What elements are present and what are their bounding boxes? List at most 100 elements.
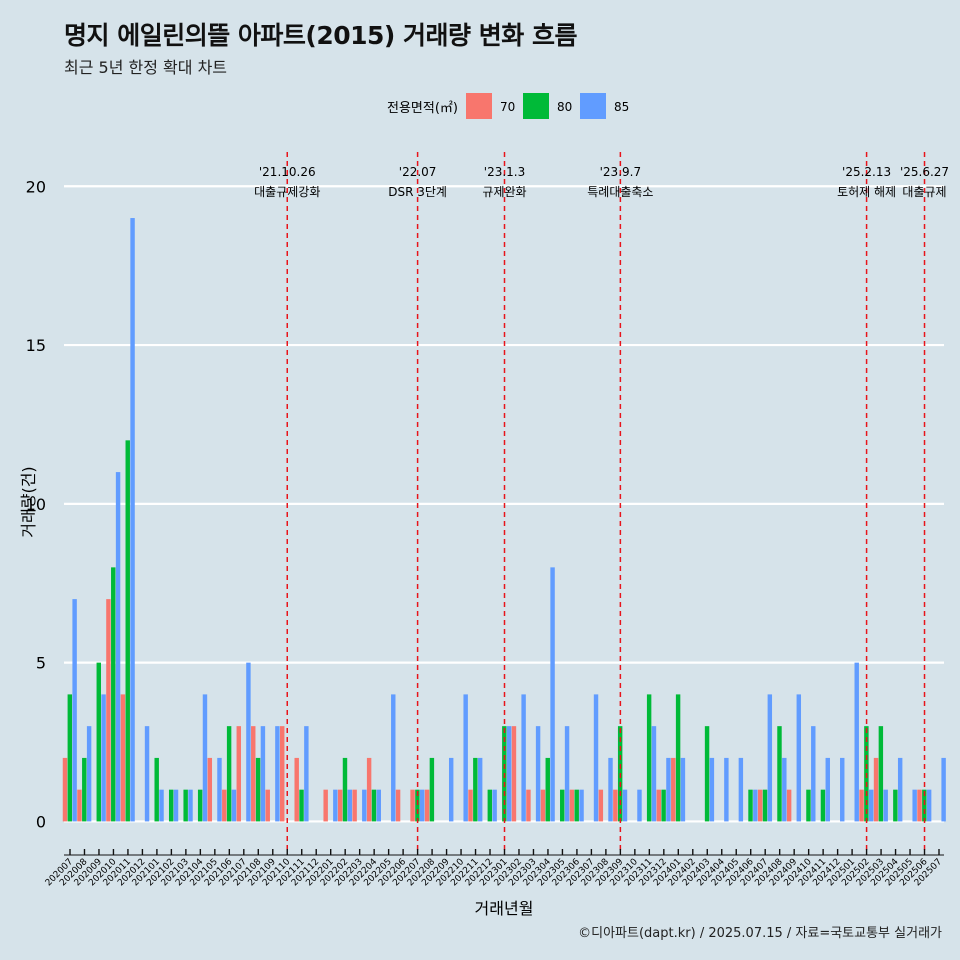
bar-70-202503 [873,757,879,822]
bar-80-202408 [777,726,782,822]
bar-70-202008 [77,789,82,822]
chart-title: 명지 에일린의뜰 아파트(2015) 거래량 변화 흐름 [64,21,577,50]
bar-80-202410 [806,789,811,822]
bar-85-202404 [724,757,729,822]
y-tick-label: 10 [26,495,46,514]
bar-80-202411 [820,789,826,822]
event-label: 규제완화 [482,185,526,199]
bar-80-202106 [226,726,232,822]
bar-85-202412 [840,757,845,822]
bar-80-202111 [299,789,304,822]
bar-70-202309 [613,789,618,822]
bar-70-202312 [656,789,661,822]
bar-80-202108 [255,757,261,822]
bar-85-202401 [680,757,686,822]
bar-85-202405 [738,757,744,822]
bar-80-202007 [67,694,73,822]
event-date: '22.07 [399,165,437,179]
bar-80-202101 [154,757,159,822]
bar-70-202201 [323,789,328,822]
bar-85-202301 [506,726,512,822]
bar-70-202110 [280,726,285,822]
bar-70-202105 [207,757,213,822]
bar-85-202309 [622,789,628,822]
bar-85-202106 [231,789,237,822]
event-date: '25.6.27 [900,165,949,179]
y-axis-title: 거래량(건) [19,466,38,537]
bar-70-202308 [598,789,604,822]
bar-70-202111 [294,757,299,822]
bar-85-202308 [608,757,613,822]
bar-85-202407 [767,694,773,822]
y-tick-label: 20 [26,177,46,196]
bar-85-202203 [362,789,367,822]
bar-85-202310 [637,789,642,822]
bar-70-202211 [468,789,473,822]
bar-85-202210 [463,694,468,822]
bar-85-202102 [173,789,179,822]
axes: 0510152020200720200820200920201020201120… [26,177,944,888]
bar-85-202111 [304,726,309,822]
bar-70-202106 [222,789,227,822]
bar-80-202305 [560,789,565,822]
bar-85-202403 [709,757,715,822]
bar-85-202504 [897,757,903,822]
bar-70-202506 [917,789,922,822]
bar-85-202211 [477,757,483,822]
event-label: 특례대출축소 [587,185,653,199]
bar-85-202411 [825,757,830,822]
bar-70-202502 [859,789,864,822]
bar-80-202506 [922,789,927,822]
bar-85-202105 [217,757,222,822]
bar-85-202209 [448,757,454,822]
bar-85-202109 [275,726,280,822]
bar-80-202403 [704,726,710,822]
bar-70-202206 [395,789,401,822]
bar-85-202011 [130,218,135,822]
bar-85-202312 [666,757,671,822]
bar-80-202503 [878,726,884,822]
legend-label-85: 85 [614,100,629,114]
bar-80-202504 [893,789,898,822]
legend-swatch-85 [580,93,606,119]
bar-80-202401 [675,694,681,822]
event-date: '21.10.26 [259,165,316,179]
bar-70-202207 [410,789,415,822]
event-date: '23.9.7 [600,165,641,179]
event-date: '25.2.13 [842,165,891,179]
bar-85-202104 [202,694,208,822]
bar-80-202212 [487,789,493,822]
bar-70-202109 [265,789,270,822]
bar-70-202304 [540,789,546,822]
bar-80-202407 [762,789,768,822]
bar-85-202311 [651,726,657,822]
x-axis-title: 거래년월 [475,899,534,918]
event-date: '23.1.3 [484,165,525,179]
legend-swatch-70 [466,93,492,119]
bar-85-202012 [144,726,150,822]
bar-70-202011 [120,694,126,822]
event-label: 대출규제 [902,185,946,199]
bars [62,218,946,822]
bar-85-202306 [579,789,584,822]
legend-title: 전용면적(㎡) [387,101,458,116]
bar-85-202409 [796,694,802,822]
bar-85-202410 [811,726,816,822]
bar-80-202202 [342,757,348,822]
bar-70-202306 [569,789,575,822]
bar-70-202204 [366,757,372,822]
bar-70-202203 [352,789,357,822]
bar-80-202207 [415,789,420,822]
legend: 전용면적(㎡) 70 80 85 [387,93,629,119]
bar-85-202506 [926,789,932,822]
bar-80-202211 [473,757,478,822]
bar-80-202011 [125,440,130,822]
bar-85-202503 [883,789,888,822]
bar-80-202103 [183,789,188,822]
bar-70-202007 [62,757,68,822]
chart-subtitle: 최근 5년 한정 확대 차트 [64,58,228,77]
bar-70-202208 [424,789,430,822]
bar-70-202303 [526,789,531,822]
bar-85-202007 [72,599,77,822]
